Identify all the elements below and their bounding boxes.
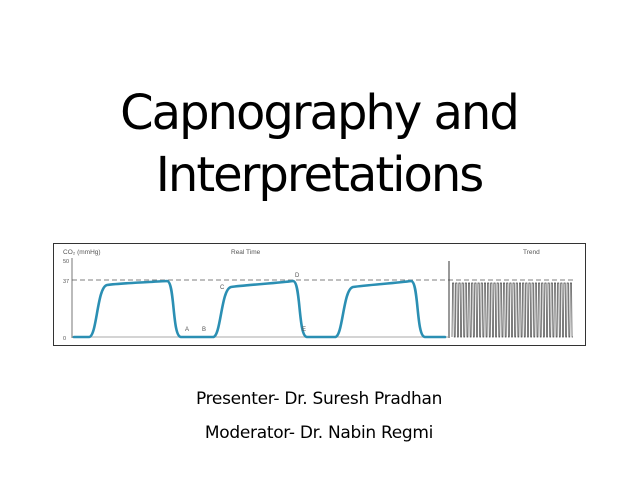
presenter-text: Presenter- Dr. Suresh Pradhan xyxy=(195,389,443,409)
slide-title-line-1: Capnography and xyxy=(120,85,520,141)
moderator-text: Moderator- Dr. Nabin Regmi xyxy=(204,423,434,443)
slide-title: Capnography and Interpretations xyxy=(0,82,638,206)
point-a-label: A xyxy=(185,327,189,333)
point-d-label: D xyxy=(295,273,300,279)
real-time-label: Real Time xyxy=(231,249,261,256)
point-b-label: B xyxy=(202,327,206,333)
point-e-label: E xyxy=(302,327,306,333)
capnogram-svg: CO₂ (mmHg) Real Time Trend 50 37 0 A B C… xyxy=(53,243,586,346)
trend-label: Trend xyxy=(523,249,540,256)
tick-37: 37 xyxy=(63,279,69,285)
capnogram-frame xyxy=(53,243,586,346)
tick-50: 50 xyxy=(63,259,69,265)
capnogram-waveform xyxy=(72,279,447,339)
point-c-label: C xyxy=(220,285,225,291)
tick-0: 0 xyxy=(63,336,66,342)
trend-waveform xyxy=(451,282,573,338)
co2-axis-label: CO₂ (mmHg) xyxy=(63,249,101,256)
capnogram-figure: CO₂ (mmHg) Real Time Trend 50 37 0 A B C… xyxy=(53,243,586,346)
trend-oscillation xyxy=(451,282,573,338)
slide-title-line-2: Interpretations xyxy=(155,147,485,203)
